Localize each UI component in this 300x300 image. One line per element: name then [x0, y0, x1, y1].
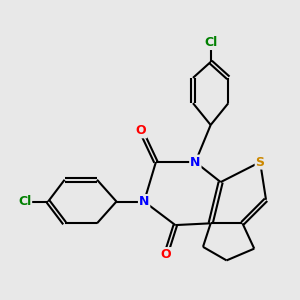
- Text: S: S: [256, 156, 265, 169]
- Text: Cl: Cl: [18, 195, 31, 208]
- Text: O: O: [160, 248, 171, 261]
- Text: O: O: [136, 124, 146, 137]
- Text: N: N: [190, 156, 200, 169]
- Text: N: N: [139, 195, 149, 208]
- Text: Cl: Cl: [204, 36, 217, 49]
